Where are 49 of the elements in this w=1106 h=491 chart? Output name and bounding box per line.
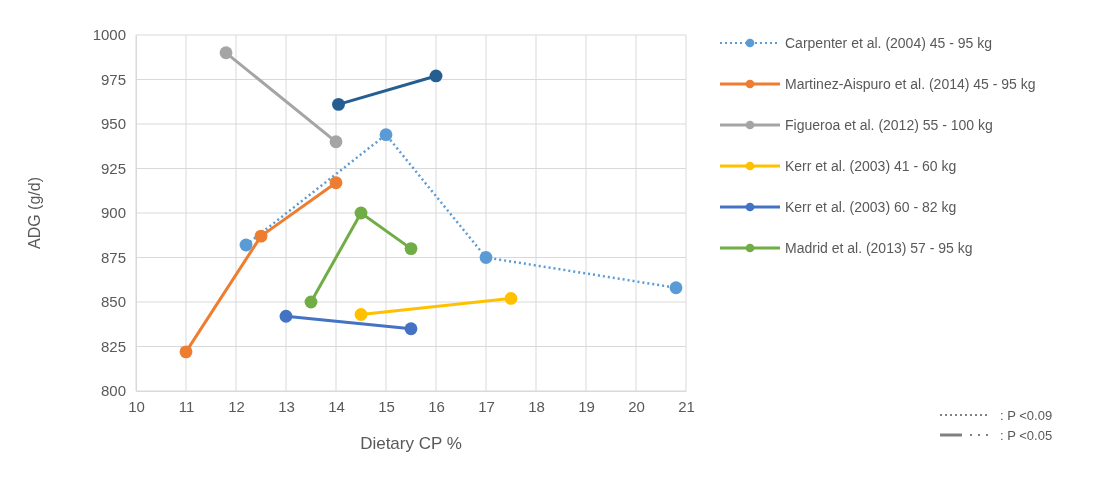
x-tick-label: 14: [328, 397, 345, 415]
y-tick-label: 800: [100, 382, 126, 400]
legend-label: Martinez-Aispuro et al. (2014) 45 - 95 kg: [785, 76, 1036, 92]
x-tick-label: 15: [378, 397, 395, 415]
text: : P <0.09: [1000, 408, 1053, 423]
point: [329, 135, 343, 149]
y-tick-label: 975: [100, 70, 126, 88]
y-tick-label: 850: [100, 293, 126, 311]
x-tick-label: 19: [578, 397, 595, 415]
legend-label: Carpenter et al. (2004) 45 - 95 kg: [785, 35, 993, 51]
x-tick-label: 20: [628, 397, 645, 415]
x-tick-label: 11: [178, 397, 195, 415]
point: [354, 308, 368, 321]
legend-label: Kerr et al. (2003) 41 - 60 kg: [785, 158, 957, 174]
point: [479, 251, 493, 264]
point: [504, 292, 518, 305]
x-axis-title: Dietary CP %: [360, 434, 462, 453]
point: [429, 69, 443, 83]
text: : P <0.05: [1000, 428, 1053, 443]
point: [254, 229, 268, 243]
point: [404, 242, 418, 256]
x-tick-label: 18: [528, 397, 545, 415]
x-tick-label: 10: [128, 397, 145, 415]
x-tick-label: 21: [678, 397, 695, 415]
point: [329, 176, 343, 190]
y-tick-label: 825: [100, 337, 126, 355]
legend-label: Kerr et al. (2003) 60 - 82 kg: [785, 199, 957, 215]
x-tick-label: 16: [428, 397, 445, 415]
point: [332, 98, 345, 111]
point: [354, 206, 368, 220]
y-tick-label: 1000: [92, 26, 126, 44]
legend-label: Madrid et al. (2013) 57 - 95 kg: [785, 240, 973, 256]
point: [379, 128, 393, 142]
point: [219, 46, 233, 60]
legend-label: Figueroa et al. (2012) 55 - 100 kg: [785, 117, 993, 133]
y-tick-label: 900: [100, 204, 126, 222]
y-tick-label: 950: [100, 115, 126, 133]
x-tick-label: 17: [478, 397, 495, 415]
y-tick-label: 875: [100, 248, 126, 266]
x-tick-label: 13: [278, 397, 295, 415]
point: [279, 309, 293, 323]
point: [179, 345, 193, 359]
point: [404, 322, 418, 336]
y-tick-label: 925: [100, 159, 126, 177]
point: [669, 281, 683, 295]
point: [239, 238, 253, 252]
point: [304, 295, 318, 309]
y-axis-title: ADG (g/d): [26, 176, 43, 250]
x-tick-label: 12: [228, 397, 245, 415]
